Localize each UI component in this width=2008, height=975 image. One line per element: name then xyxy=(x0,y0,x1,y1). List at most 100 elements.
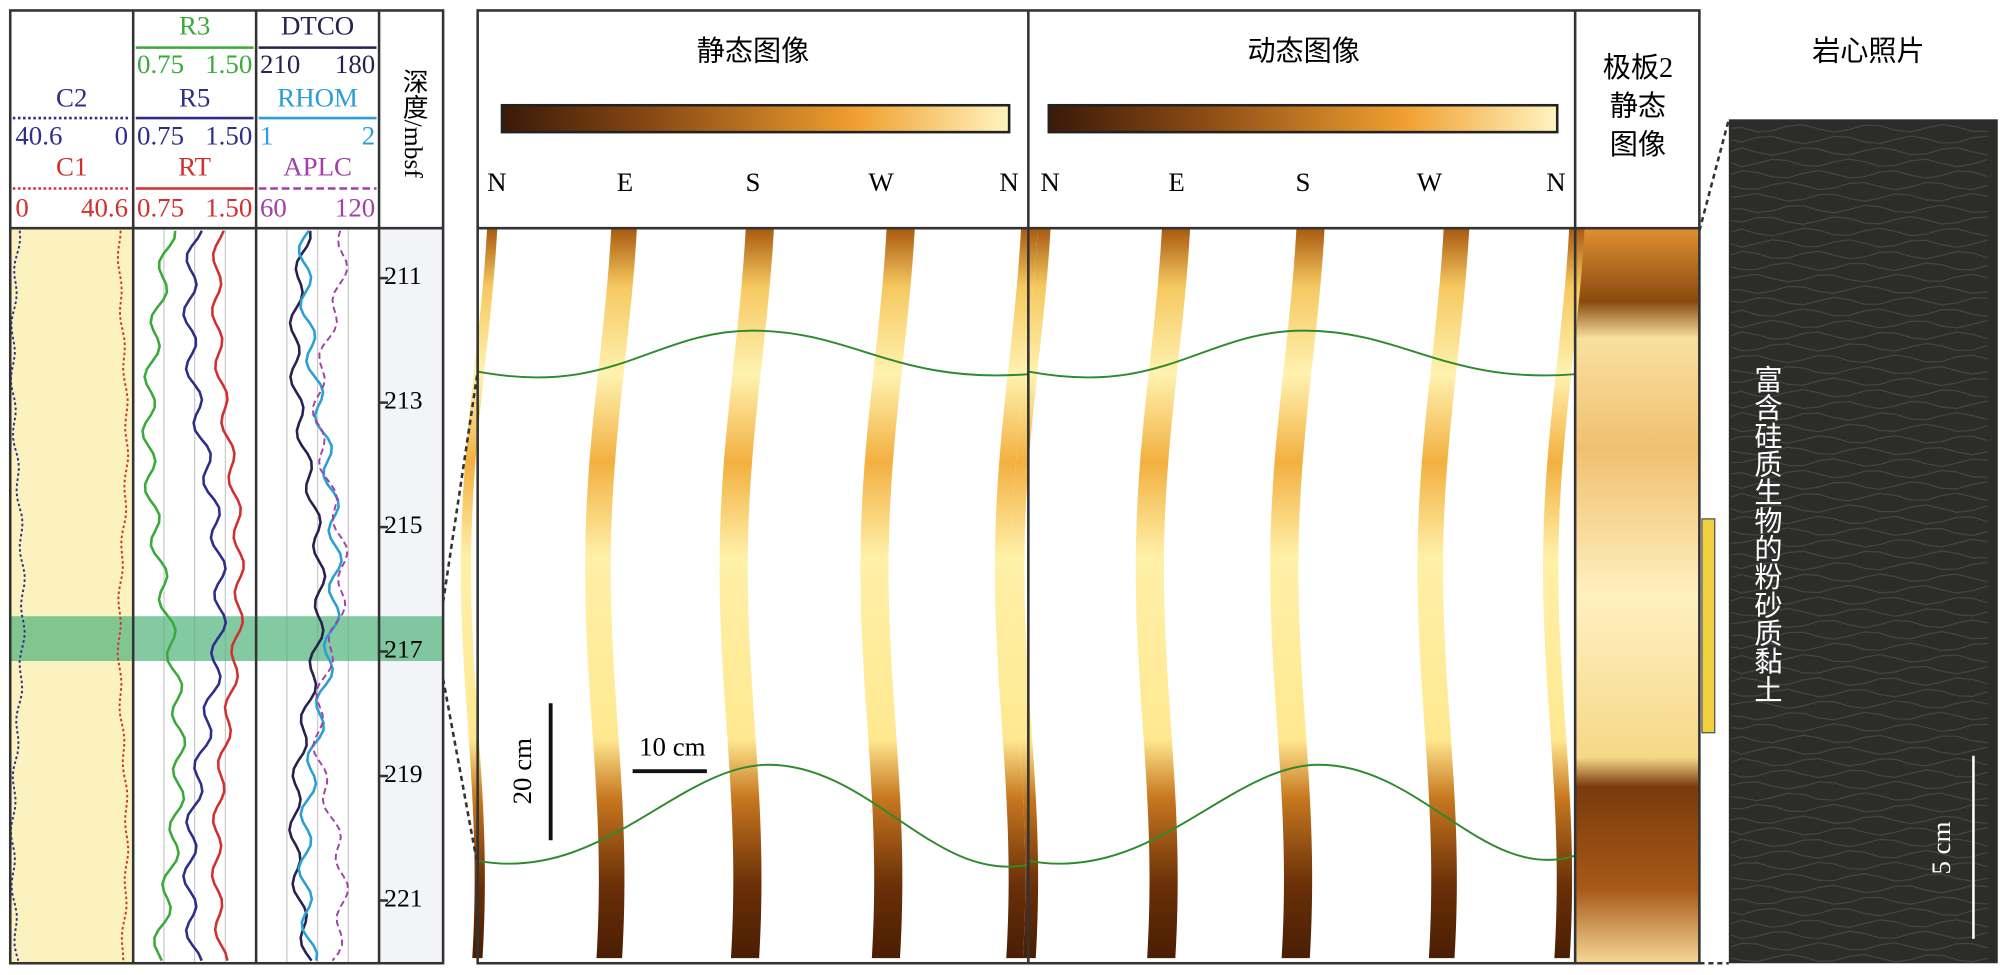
core-texture-line xyxy=(1731,630,1988,640)
depth-tick-label: 211 xyxy=(384,261,421,290)
depth-tick-label: 221 xyxy=(384,883,422,912)
track-grid xyxy=(163,228,349,964)
pad-title: 极板2 xyxy=(1603,52,1673,84)
core-texture-line xyxy=(1731,677,1988,686)
image-strip xyxy=(460,228,498,959)
core-texture-line xyxy=(1731,296,1988,306)
core-texture-line xyxy=(1731,158,1988,168)
log-curve xyxy=(141,230,187,962)
core-texture-line xyxy=(1731,377,1988,387)
log-panel xyxy=(8,9,445,965)
lithology-label: 富含硅质生物的粉砂质黏土 xyxy=(1750,365,1782,703)
core-texture-line xyxy=(1731,792,1988,802)
core-texture xyxy=(1731,123,1988,963)
core-texture-line xyxy=(1731,331,1988,341)
scale-max: 2 xyxy=(362,121,375,151)
log-curve xyxy=(9,230,26,961)
core-texture-line xyxy=(1731,239,1988,249)
core-texture-line xyxy=(1731,838,1988,848)
core-texture-line xyxy=(1731,411,1988,421)
log-curve xyxy=(210,230,245,961)
image-strip xyxy=(1542,228,1585,959)
sample-interval xyxy=(1701,518,1716,734)
curve-name: RT xyxy=(178,151,211,181)
log-curve xyxy=(297,230,343,961)
scale-max: 0 xyxy=(115,121,128,151)
core-texture-line xyxy=(1731,607,1988,617)
core-texture-line xyxy=(1731,872,1988,882)
core-texture-line xyxy=(1731,711,1988,721)
core-texture-line xyxy=(1731,365,1988,375)
core-texture-line xyxy=(1731,700,1988,709)
core-texture-line xyxy=(1731,285,1988,295)
scale-min: 40.6 xyxy=(15,121,62,151)
core-texture-line xyxy=(1731,584,1988,594)
core-texture-line xyxy=(1731,204,1988,214)
log-curve xyxy=(182,230,228,962)
azimuth-label: S xyxy=(746,167,761,197)
azimuth-label: N xyxy=(999,167,1018,197)
scale-label: 20 cm xyxy=(507,738,537,805)
bedding-sinusoids xyxy=(477,329,1576,868)
core-texture-line xyxy=(1731,665,1988,675)
core-texture-line xyxy=(1731,653,1988,663)
azimuth-label: W xyxy=(868,167,894,197)
core-photo: 5 cm 富含硅质生物的粉砂质黏土 xyxy=(1728,119,1998,964)
log-curves xyxy=(9,230,350,962)
caliper-fill xyxy=(10,228,134,964)
core-texture-line xyxy=(1731,169,1988,179)
curve-name: DTCO xyxy=(281,11,354,41)
connectors xyxy=(441,118,1731,965)
core-texture-line xyxy=(1731,400,1988,410)
depth-tick-label: 215 xyxy=(384,510,422,539)
scale-max: 1.50 xyxy=(205,121,252,151)
scale-label: 10 cm xyxy=(639,732,706,762)
core-texture-line xyxy=(1731,458,1988,468)
core-texture-line xyxy=(1731,746,1988,756)
image-strip xyxy=(719,228,774,959)
depth-track xyxy=(379,228,444,964)
curve-name: R3 xyxy=(179,11,210,41)
core-texture-line xyxy=(1731,123,1988,133)
pad-title: 静态 xyxy=(1610,91,1666,123)
core-texture-line xyxy=(1731,469,1988,479)
scale-max: 40.6 xyxy=(81,192,128,222)
core-texture-line xyxy=(1731,216,1988,225)
core-texture-line xyxy=(1731,953,1988,963)
scale-max: 180 xyxy=(335,49,375,79)
core-texture-line xyxy=(1731,308,1988,318)
scale-max: 1.50 xyxy=(205,192,252,222)
core-texture-line xyxy=(1731,930,1988,940)
core-texture-line xyxy=(1731,769,1988,779)
core-texture-line xyxy=(1731,561,1988,571)
core-texture-line xyxy=(1731,273,1988,283)
core-title: 岩心照片 xyxy=(1812,35,1925,67)
panel-title: 静态图像 xyxy=(697,35,810,67)
core-texture-line xyxy=(1731,135,1988,145)
core-texture-line xyxy=(1731,423,1988,433)
core-texture-line xyxy=(1731,896,1988,905)
color-bar xyxy=(1047,103,1559,134)
image-strip xyxy=(994,228,1038,959)
core-texture-line xyxy=(1731,815,1988,825)
depth-label: 深度/mbsf xyxy=(399,68,428,178)
scale-min: 60 xyxy=(260,192,287,222)
azimuth-label: E xyxy=(617,167,633,197)
depth-tick-label: 219 xyxy=(384,759,422,788)
pad-title: 图像 xyxy=(1610,129,1666,161)
image-strip xyxy=(1011,228,1051,959)
core-texture-line xyxy=(1731,688,1988,698)
image-strip xyxy=(860,228,915,959)
core-texture-line xyxy=(1731,388,1988,398)
core-texture-line xyxy=(1731,861,1988,871)
core-texture-line xyxy=(1731,250,1988,260)
core-texture-line xyxy=(1731,515,1988,525)
scale-min: 1 xyxy=(260,121,273,151)
color-bar xyxy=(500,103,1011,134)
curve-name: C2 xyxy=(56,82,87,112)
panel-title: 动态图像 xyxy=(1247,35,1360,67)
core-texture-line xyxy=(1731,942,1988,951)
scale-min: 210 xyxy=(260,49,300,79)
